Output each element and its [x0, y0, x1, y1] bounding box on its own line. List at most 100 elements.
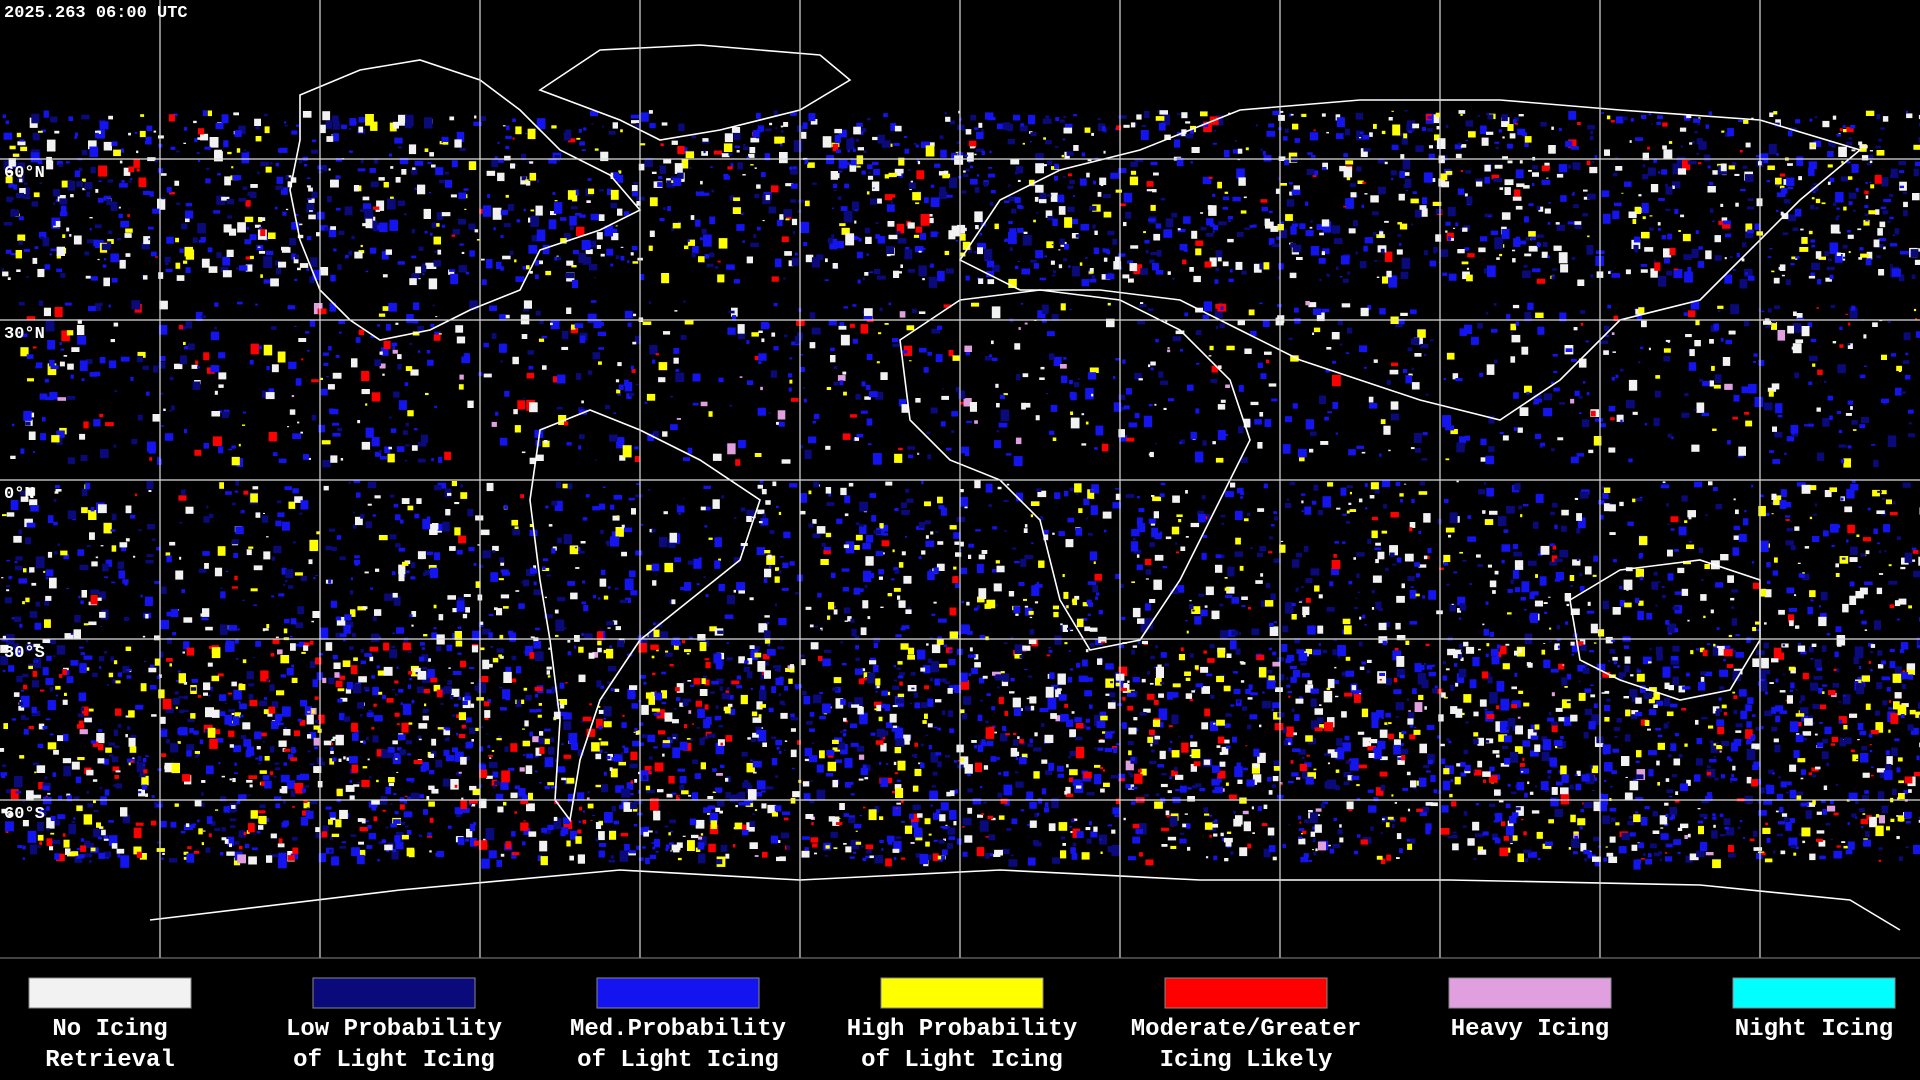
icing-patch	[1514, 483, 1521, 491]
icing-patch	[630, 114, 640, 119]
icing-patch	[1831, 544, 1835, 547]
icing-patch	[339, 556, 346, 560]
icing-patch	[455, 325, 464, 333]
icing-patch	[228, 625, 238, 631]
icing-patch	[1222, 206, 1228, 210]
icing-patch	[746, 256, 753, 264]
icing-patch	[161, 197, 165, 200]
icing-patch	[1769, 248, 1773, 250]
icing-patch	[1389, 545, 1398, 556]
icing-patch	[1552, 502, 1558, 508]
icing-patch	[1709, 339, 1714, 344]
icing-patch	[356, 185, 362, 192]
icing-patch	[319, 225, 328, 231]
icing-patch	[1722, 357, 1731, 366]
icing-patch	[1548, 596, 1551, 598]
icing-patch	[1868, 210, 1876, 215]
icing-patch	[76, 181, 83, 188]
icing-patch	[45, 718, 51, 721]
icing-patch	[1449, 512, 1458, 524]
icing-patch	[668, 538, 676, 548]
icing-patch	[458, 265, 467, 273]
icing-patch	[1878, 573, 1884, 575]
icing-patch	[828, 320, 837, 326]
icing-patch	[1735, 509, 1739, 515]
icing-patch	[548, 158, 557, 164]
icing-patch	[621, 551, 627, 557]
icing-patch	[940, 149, 947, 158]
icing-patch	[1741, 258, 1745, 262]
icing-patch	[1017, 227, 1024, 233]
icing-patch	[57, 397, 67, 401]
icing-patch	[1165, 218, 1174, 228]
icing-patch	[1551, 276, 1555, 280]
icing-patch	[321, 388, 328, 396]
icing-patch	[322, 459, 331, 468]
icing-patch	[31, 113, 40, 124]
icing-patch	[1842, 125, 1846, 128]
icing-patch	[1755, 621, 1761, 625]
icing-patch	[1841, 557, 1846, 560]
icing-patch	[1639, 552, 1644, 557]
icing-patch	[1102, 511, 1112, 519]
icing-patch	[1085, 257, 1088, 259]
icing-patch	[1301, 113, 1307, 117]
icing-patch	[853, 126, 861, 135]
icing-patch	[348, 128, 352, 130]
icing-patch	[1513, 117, 1519, 121]
icing-patch	[850, 839, 860, 850]
icing-patch	[1796, 156, 1804, 166]
icing-patch	[535, 260, 539, 266]
icing-patch	[308, 198, 315, 203]
icing-patch	[1240, 496, 1244, 499]
icing-patch	[1263, 483, 1268, 489]
icing-patch	[1486, 521, 1490, 524]
icing-patch	[728, 310, 735, 314]
icing-patch	[1574, 497, 1579, 500]
icing-patch	[81, 114, 90, 120]
icing-patch	[1543, 393, 1552, 401]
icing-patch	[924, 501, 931, 507]
icing-patch	[193, 730, 199, 735]
icing-patch	[50, 116, 58, 123]
icing-patch	[107, 179, 114, 183]
icing-patch	[1639, 576, 1644, 581]
icing-patch	[663, 511, 668, 515]
icing-patch	[401, 498, 410, 504]
icing-patch	[530, 215, 539, 227]
icing-patch	[1810, 239, 1816, 243]
icing-patch	[1182, 259, 1187, 265]
icing-patch	[500, 266, 504, 271]
icing-patch	[563, 233, 571, 242]
icing-patch	[857, 279, 861, 284]
icing-patch	[1291, 189, 1301, 195]
icing-patch	[365, 427, 374, 438]
icing-patch	[908, 182, 916, 189]
icing-patch	[1884, 550, 1887, 552]
icing-patch	[849, 164, 857, 172]
icing-patch	[1446, 583, 1450, 587]
icing-patch	[578, 253, 587, 264]
icing-patch	[1865, 195, 1869, 199]
icing-patch	[1190, 431, 1197, 440]
icing-patch	[930, 231, 938, 238]
icing-patch	[397, 363, 402, 370]
icing-patch	[1400, 312, 1408, 316]
icing-patch	[670, 396, 673, 398]
icing-patch	[1419, 481, 1425, 486]
icing-patch	[219, 624, 228, 635]
icing-patch	[574, 546, 577, 549]
icing-patch	[18, 240, 24, 245]
icing-patch	[1046, 194, 1052, 197]
icing-patch	[1596, 663, 1606, 671]
icing-patch	[60, 348, 65, 351]
icing-patch	[412, 167, 416, 170]
icing-patch	[984, 181, 988, 187]
icing-patch	[1682, 233, 1691, 242]
icing-patch	[863, 150, 867, 153]
icing-patch	[942, 388, 945, 390]
icing-patch	[1480, 236, 1488, 242]
icing-patch	[1442, 272, 1448, 276]
icing-patch	[975, 148, 985, 152]
icing-patch	[176, 275, 185, 281]
